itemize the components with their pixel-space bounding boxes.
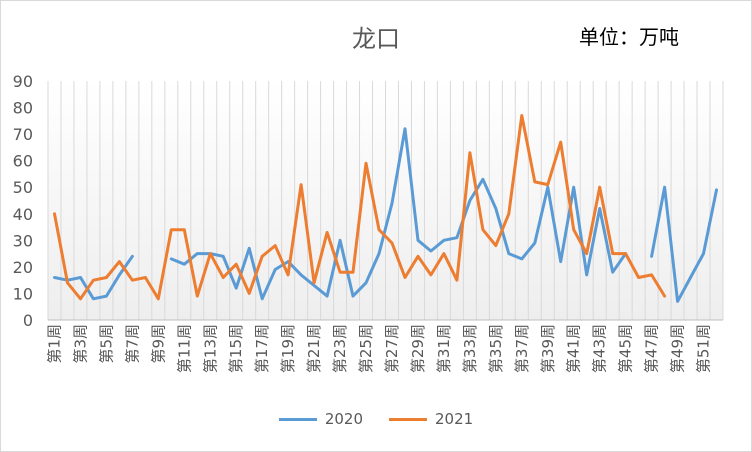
x-tick-label: 第31周 (435, 324, 453, 373)
x-tick-label: 第41周 (565, 324, 583, 373)
x-tick-label: 第27周 (383, 324, 401, 373)
x-tick-label: 第11周 (175, 324, 193, 373)
x-tick-label: 第13周 (201, 324, 219, 373)
y-tick-label: 90 (13, 72, 33, 91)
x-tick-label: 第49周 (669, 324, 687, 373)
y-tick-label: 80 (13, 99, 33, 118)
legend-swatch-2021 (389, 417, 427, 421)
x-tick-label: 第51周 (695, 324, 713, 373)
x-tick-label: 第45周 (617, 324, 635, 373)
y-tick-label: 70 (13, 125, 33, 144)
y-tick-label: 40 (13, 205, 33, 224)
y-tick-label: 30 (13, 231, 33, 250)
x-tick-label: 第21周 (305, 324, 323, 373)
x-tick-label: 第15周 (227, 324, 245, 373)
legend-swatch-2020 (278, 417, 317, 421)
x-tick-label: 第33周 (461, 324, 479, 373)
x-tick-label: 第43周 (591, 324, 609, 373)
legend-item-2021: 2021 (389, 410, 473, 428)
x-tick-label: 第39周 (539, 324, 557, 373)
unit-label: 单位：万吨 (579, 25, 679, 49)
y-tick-label: 0 (23, 311, 33, 330)
x-tick-label: 第37周 (513, 324, 531, 373)
legend-label-2020: 2020 (324, 410, 363, 428)
legend-item-2020: 2020 (278, 410, 363, 428)
x-tick-label: 第35周 (487, 324, 505, 373)
chart-title: 龙口 (352, 25, 400, 53)
x-tick-label: 第23周 (331, 324, 349, 373)
y-tick-label: 50 (13, 178, 33, 197)
x-tick-label: 第5周 (97, 324, 115, 364)
x-tick-label: 第47周 (643, 324, 661, 373)
y-tick-label: 60 (13, 152, 33, 171)
x-tick-label: 第25周 (357, 324, 375, 373)
legend-label-2021: 2021 (435, 410, 474, 428)
x-tick-label: 第3周 (71, 324, 89, 364)
x-tick-label: 第1周 (45, 324, 63, 364)
x-tick-label: 第19周 (279, 324, 297, 373)
x-tick-label: 第9周 (149, 324, 167, 364)
series-line-2021 (53, 114, 667, 301)
y-tick-label: 20 (13, 258, 33, 277)
x-tick-label: 第7周 (123, 324, 141, 364)
legend: 2020 2021 (0, 410, 752, 428)
x-tick-label: 第17周 (253, 324, 271, 373)
y-tick-label: 10 (13, 284, 33, 303)
x-tick-label: 第29周 (409, 324, 427, 373)
